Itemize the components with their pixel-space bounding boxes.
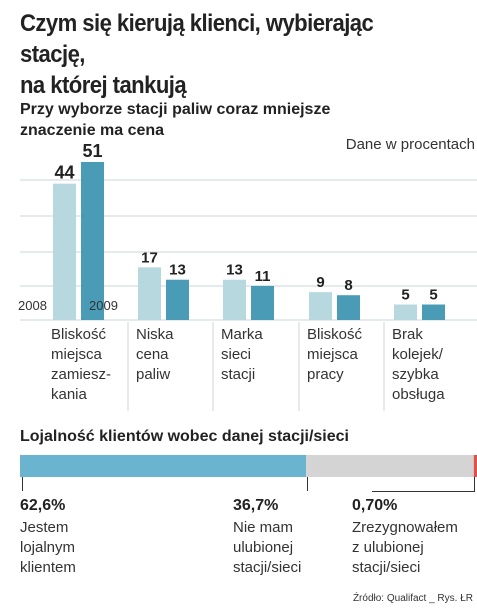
chart-title: Czym się kierują klienci, wybierając sta… — [20, 8, 429, 101]
category-label-line: Brak — [392, 326, 423, 343]
category-label-0: Bliskość miejsca zamiesz-kania — [51, 325, 111, 405]
data-label-2009-3: 8 — [344, 277, 352, 294]
loyalty-pct-2: 0,70% — [352, 497, 398, 514]
subtitle-line-2: znaczenie ma cena — [20, 122, 165, 139]
title-line-1: Czym się kierują klienci, wybierając sta… — [20, 10, 374, 68]
category-label-line: zamiesz- — [51, 366, 112, 383]
loyalty-desc-2: Zrezygnowałem z ulubionej stacji/sieci — [352, 518, 458, 578]
bar-2009-4 — [422, 304, 445, 320]
title-line-2: na której tankują — [20, 72, 187, 99]
category-label-line: Marka — [221, 326, 263, 343]
category-label-line: miejsca — [51, 346, 102, 363]
loyalty-tick-2 — [474, 477, 475, 491]
chart-subtitle: Przy wyborze stacji paliw coraz mniejsze… — [20, 99, 470, 141]
category-label-line: paliw — [136, 366, 171, 383]
loyalty-desc-line: Nie mam — [233, 519, 294, 536]
loyalty-desc-line: stacji/sieci — [352, 559, 421, 576]
loyalty-desc-line: Zrezygnowałem — [352, 519, 458, 536]
bar-2008-1 — [138, 267, 161, 320]
loyalty-tick-1 — [307, 477, 308, 491]
bar-2008-0 — [53, 183, 76, 320]
source-note: Źródło: Qualifact _ Rys. ŁR — [352, 593, 473, 604]
bar-2008-3 — [309, 292, 332, 320]
data-label-2008-4: 5 — [401, 287, 409, 304]
loyalty-segment-2 — [473, 455, 477, 477]
data-label-2008-0: 44 — [54, 163, 74, 183]
bar-2008-4 — [394, 304, 417, 320]
year-label-2009: 2009 — [89, 298, 118, 313]
bar-2009-2 — [251, 285, 274, 320]
category-label-line: kania — [51, 386, 87, 403]
loyalty-tick-0 — [22, 477, 23, 491]
data-label-2008-1: 17 — [141, 249, 158, 266]
data-label-2009-1: 13 — [169, 262, 186, 279]
data-label-2009-2: 11 — [255, 268, 271, 285]
category-label-line: Niska — [136, 326, 174, 343]
loyalty-desc-line: klientem — [20, 559, 76, 576]
category-label-line: Bliskość — [307, 326, 363, 343]
bar-2009-0 — [81, 162, 104, 320]
year-label-2008: 2008 — [18, 298, 47, 313]
category-label-line: sieci — [221, 346, 252, 363]
category-label-4: Brak kolejek/szybka obsługa — [392, 325, 445, 405]
loyalty-section-title: Lojalność klientów wobec danej stacji/si… — [20, 428, 349, 445]
loyalty-segment-1 — [306, 455, 474, 477]
category-label-2: Marka sieci stacji — [221, 325, 263, 385]
loyalty-pct-0: 62,6% — [20, 497, 66, 514]
loyalty-connector — [372, 491, 475, 492]
units-note: Dane w procentach — [345, 136, 475, 153]
data-label-2008-2: 13 — [226, 262, 243, 279]
category-label-line: obsługa — [392, 386, 445, 403]
loyalty-segment-0 — [20, 455, 307, 477]
category-label-line: pracy — [307, 366, 344, 383]
bar-2009-3 — [337, 295, 360, 320]
bar-2008-2 — [223, 279, 246, 320]
loyalty-desc-0: Jestem lojalnym klientem — [20, 518, 76, 578]
subtitle-line-1: Przy wyborze stacji paliw coraz mniejsze — [20, 101, 331, 118]
category-label-line: miejsca — [307, 346, 358, 363]
loyalty-desc-line: stacji/sieci — [233, 559, 302, 576]
data-label-2009-4: 5 — [429, 287, 437, 304]
loyalty-pct-1: 36,7% — [233, 497, 279, 514]
category-label-line: stacji — [221, 366, 256, 383]
category-label-1: Niska cena paliw — [136, 325, 174, 385]
bar-2009-1 — [166, 279, 189, 320]
category-label-3: Bliskość miejsca pracy — [307, 325, 362, 385]
category-label-line: cena — [136, 346, 169, 363]
loyalty-desc-1: Nie mam ulubionej stacji/sieci — [233, 518, 301, 578]
data-label-2008-3: 9 — [316, 274, 324, 291]
category-label-line: Bliskość — [51, 326, 107, 343]
loyalty-desc-line: ulubionej — [233, 539, 294, 556]
loyalty-desc-line: Jestem — [20, 519, 69, 536]
category-label-line: kolejek/ — [392, 346, 443, 363]
data-label-2009-0: 51 — [82, 141, 102, 161]
category-label-line: szybka — [392, 366, 439, 383]
loyalty-desc-line: lojalnym — [20, 539, 76, 556]
loyalty-desc-line: z ulubionej — [352, 539, 424, 556]
